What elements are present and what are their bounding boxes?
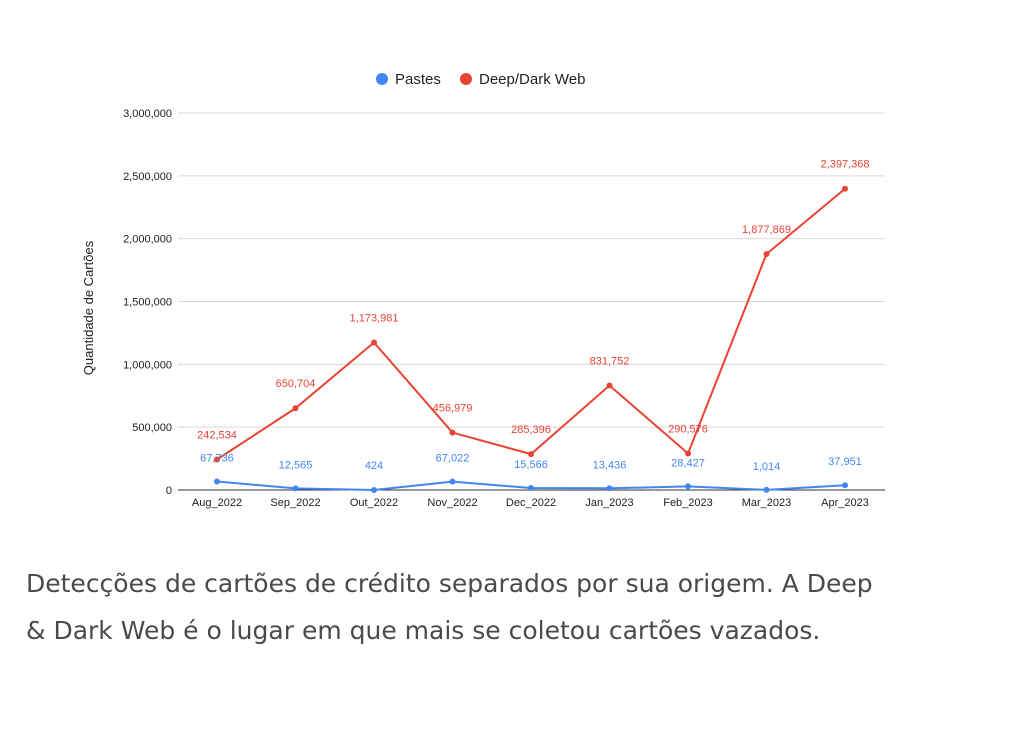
legend-marker bbox=[460, 73, 472, 85]
data-label: 650,704 bbox=[276, 378, 316, 390]
y-tick-label: 3,000,000 bbox=[123, 108, 172, 120]
legend: Pastes Deep/Dark Web bbox=[376, 71, 585, 88]
data-point bbox=[528, 485, 534, 492]
y-tick-label: 2,000,000 bbox=[123, 234, 172, 246]
data-point bbox=[842, 482, 848, 489]
data-label: 242,534 bbox=[197, 430, 237, 442]
data-label: 67,736 bbox=[200, 452, 234, 464]
data-point bbox=[292, 405, 299, 412]
legend-label: Pastes bbox=[395, 71, 441, 88]
data-point bbox=[606, 485, 613, 492]
data-label: 831,752 bbox=[590, 355, 630, 367]
data-point bbox=[449, 429, 456, 436]
x-tick-label: Mar_2023 bbox=[742, 497, 792, 509]
data-label: 456,979 bbox=[433, 403, 473, 415]
data-label: 15,566 bbox=[514, 459, 548, 471]
data-point bbox=[763, 251, 770, 258]
data-point bbox=[763, 486, 770, 493]
data-label: 1,014 bbox=[753, 461, 781, 473]
y-axis-label: Quantidade de Cartões bbox=[81, 240, 96, 375]
data-point bbox=[606, 382, 613, 389]
data-point bbox=[214, 456, 220, 463]
data-label: 424 bbox=[365, 460, 383, 472]
y-tick-label: 2,500,000 bbox=[123, 171, 172, 183]
data-label: 67,022 bbox=[436, 453, 470, 465]
data-point bbox=[292, 485, 299, 492]
x-tick-label: Dec_2022 bbox=[506, 497, 556, 509]
data-point bbox=[685, 450, 691, 457]
data-point bbox=[528, 451, 534, 458]
y-tick-label: 1,500,000 bbox=[123, 297, 172, 309]
data-label: 1,877,869 bbox=[742, 224, 791, 236]
y-tick-label: 500,000 bbox=[132, 422, 172, 434]
data-label: 12,565 bbox=[279, 459, 313, 471]
data-point bbox=[371, 486, 377, 493]
data-label: 2,397,368 bbox=[821, 159, 870, 171]
data-label: 13,436 bbox=[593, 459, 627, 471]
data-label: 290,576 bbox=[668, 423, 708, 435]
figure-caption: Detecções de cartões de crédito separado… bbox=[26, 569, 873, 645]
y-axis-ticks: 0 500,000 1,000,000 1,500,000 2,000,000 2,500… bbox=[123, 108, 172, 497]
data-point bbox=[842, 185, 848, 192]
legend-label: Deep/Dark Web bbox=[479, 71, 585, 88]
data-label: 37,951 bbox=[828, 456, 862, 468]
data-label: 28,427 bbox=[671, 457, 705, 469]
x-tick-label: Apr_2023 bbox=[821, 497, 869, 509]
y-tick-label: 1,000,000 bbox=[123, 359, 172, 371]
line-chart: 0 500,000 1,000,000 1,500,000 2,000,000 2,500… bbox=[81, 71, 885, 509]
data-label: 1,173,981 bbox=[350, 312, 399, 324]
series-lines bbox=[214, 185, 848, 493]
x-tick-label: Feb_2023 bbox=[663, 497, 713, 509]
data-point bbox=[371, 339, 377, 346]
grid-lines bbox=[178, 112, 885, 428]
x-tick-label: Aug_2022 bbox=[192, 497, 242, 509]
x-tick-label: Out_2022 bbox=[350, 497, 398, 509]
x-tick-label: Nov_2022 bbox=[427, 497, 477, 509]
x-tick-label: Sep_2022 bbox=[270, 497, 320, 509]
data-point bbox=[449, 478, 456, 485]
x-tick-label: Jan_2023 bbox=[585, 497, 633, 509]
data-point bbox=[685, 483, 691, 490]
data-label: 285,396 bbox=[511, 424, 551, 436]
legend-marker bbox=[376, 73, 388, 85]
x-axis-ticks: Aug_2022 Sep_2022 Out_2022 Nov_2022 Dec_2022… bbox=[192, 497, 869, 509]
data-point bbox=[214, 478, 220, 485]
data-labels: 67,736 12,565 424 67,022 15,566 13,436 28,427 1… bbox=[197, 159, 869, 473]
y-tick-label: 0 bbox=[166, 485, 172, 497]
